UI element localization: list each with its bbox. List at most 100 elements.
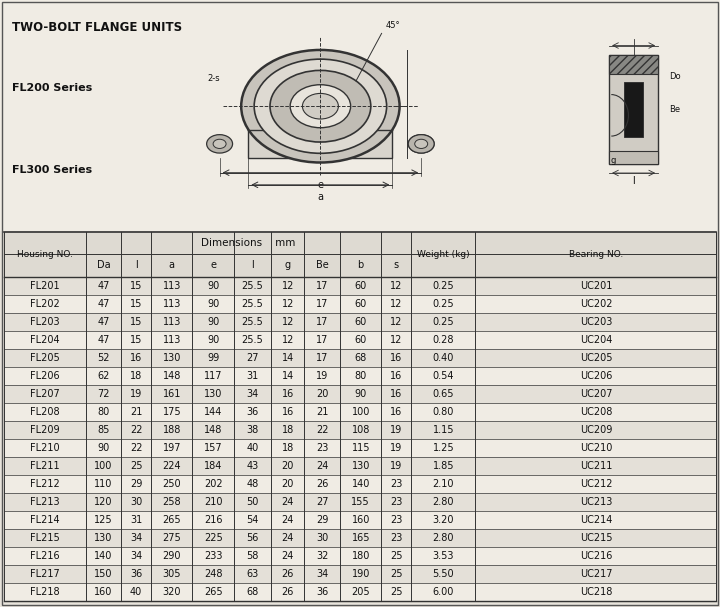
Text: UC217: UC217	[580, 569, 612, 579]
Text: FL211: FL211	[30, 461, 59, 471]
Ellipse shape	[241, 50, 400, 163]
Text: 190: 190	[351, 569, 370, 579]
Text: 24: 24	[282, 533, 294, 543]
Text: 160: 160	[351, 515, 370, 525]
FancyBboxPatch shape	[609, 55, 658, 164]
Text: 140: 140	[94, 551, 112, 561]
Text: 72: 72	[97, 389, 109, 399]
Text: FL209: FL209	[30, 425, 59, 435]
Text: FL208: FL208	[30, 407, 59, 417]
Text: UC204: UC204	[580, 335, 612, 345]
Ellipse shape	[270, 70, 371, 142]
Text: FL216: FL216	[30, 551, 59, 561]
Text: 45°: 45°	[385, 21, 400, 30]
Text: 47: 47	[97, 317, 109, 327]
Text: 202: 202	[204, 479, 222, 489]
Text: FL207: FL207	[30, 389, 60, 399]
Ellipse shape	[290, 85, 351, 127]
Text: UC201: UC201	[580, 281, 612, 291]
Text: Be: Be	[316, 260, 328, 270]
Text: 62: 62	[97, 371, 109, 381]
FancyBboxPatch shape	[4, 232, 716, 601]
Text: 17: 17	[316, 281, 328, 291]
Text: FL300 Series: FL300 Series	[12, 165, 91, 175]
Text: 30: 30	[130, 497, 143, 507]
Text: 60: 60	[354, 335, 366, 345]
Text: 148: 148	[163, 371, 181, 381]
Text: Do: Do	[669, 72, 680, 81]
Text: 155: 155	[351, 497, 370, 507]
Text: 258: 258	[163, 497, 181, 507]
Text: 157: 157	[204, 443, 222, 453]
Text: 1.85: 1.85	[433, 461, 454, 471]
FancyBboxPatch shape	[4, 331, 716, 349]
Text: 2.80: 2.80	[433, 533, 454, 543]
Text: 25: 25	[390, 587, 402, 597]
Text: Weight (kg): Weight (kg)	[417, 250, 469, 259]
Text: 12: 12	[390, 299, 402, 309]
Ellipse shape	[408, 135, 434, 153]
Text: 16: 16	[390, 389, 402, 399]
Text: 125: 125	[94, 515, 113, 525]
Text: 3.53: 3.53	[433, 551, 454, 561]
Text: 54: 54	[246, 515, 258, 525]
Text: 24: 24	[316, 461, 328, 471]
Text: 100: 100	[94, 461, 112, 471]
Text: 19: 19	[316, 371, 328, 381]
Text: FL218: FL218	[30, 587, 59, 597]
Text: 117: 117	[204, 371, 222, 381]
Text: 29: 29	[130, 479, 143, 489]
FancyBboxPatch shape	[609, 55, 658, 74]
Text: 0.40: 0.40	[433, 353, 454, 363]
Text: 15: 15	[130, 299, 143, 309]
Text: Bearing NO.: Bearing NO.	[569, 250, 623, 259]
FancyBboxPatch shape	[4, 439, 716, 457]
Text: 22: 22	[130, 425, 143, 435]
FancyBboxPatch shape	[4, 565, 716, 583]
Text: 20: 20	[282, 461, 294, 471]
Text: 305: 305	[163, 569, 181, 579]
Text: FL215: FL215	[30, 533, 60, 543]
Text: a: a	[168, 260, 175, 270]
Text: 22: 22	[316, 425, 328, 435]
Text: 36: 36	[130, 569, 143, 579]
Text: 47: 47	[97, 281, 109, 291]
Text: 85: 85	[97, 425, 109, 435]
Text: 17: 17	[316, 317, 328, 327]
FancyBboxPatch shape	[4, 232, 716, 277]
Text: 3.20: 3.20	[433, 515, 454, 525]
Text: UC213: UC213	[580, 497, 612, 507]
FancyBboxPatch shape	[4, 583, 716, 601]
Text: 110: 110	[94, 479, 112, 489]
Text: 6.00: 6.00	[433, 587, 454, 597]
Text: 1.15: 1.15	[433, 425, 454, 435]
Text: 0.28: 0.28	[433, 335, 454, 345]
Text: 25.5: 25.5	[241, 281, 264, 291]
FancyBboxPatch shape	[4, 493, 716, 511]
Text: FL205: FL205	[30, 353, 60, 363]
Text: FL213: FL213	[30, 497, 59, 507]
Text: 34: 34	[130, 551, 143, 561]
Text: 184: 184	[204, 461, 222, 471]
Text: 23: 23	[390, 533, 402, 543]
FancyBboxPatch shape	[4, 295, 716, 313]
Text: 31: 31	[246, 371, 258, 381]
Text: FL204: FL204	[30, 335, 59, 345]
Text: Housing NO.: Housing NO.	[17, 250, 73, 259]
Text: 0.80: 0.80	[433, 407, 454, 417]
Text: Da: Da	[96, 260, 110, 270]
Text: 140: 140	[351, 479, 370, 489]
Ellipse shape	[254, 59, 387, 154]
Text: 0.25: 0.25	[433, 281, 454, 291]
Text: 68: 68	[354, 353, 366, 363]
Text: 248: 248	[204, 569, 222, 579]
Text: 120: 120	[94, 497, 112, 507]
Text: 290: 290	[163, 551, 181, 561]
Text: l: l	[251, 260, 253, 270]
Text: 63: 63	[246, 569, 258, 579]
Text: 60: 60	[354, 317, 366, 327]
Text: UC209: UC209	[580, 425, 612, 435]
Text: FL200 Series: FL200 Series	[12, 83, 91, 93]
Text: 25: 25	[390, 569, 402, 579]
Text: 31: 31	[130, 515, 143, 525]
